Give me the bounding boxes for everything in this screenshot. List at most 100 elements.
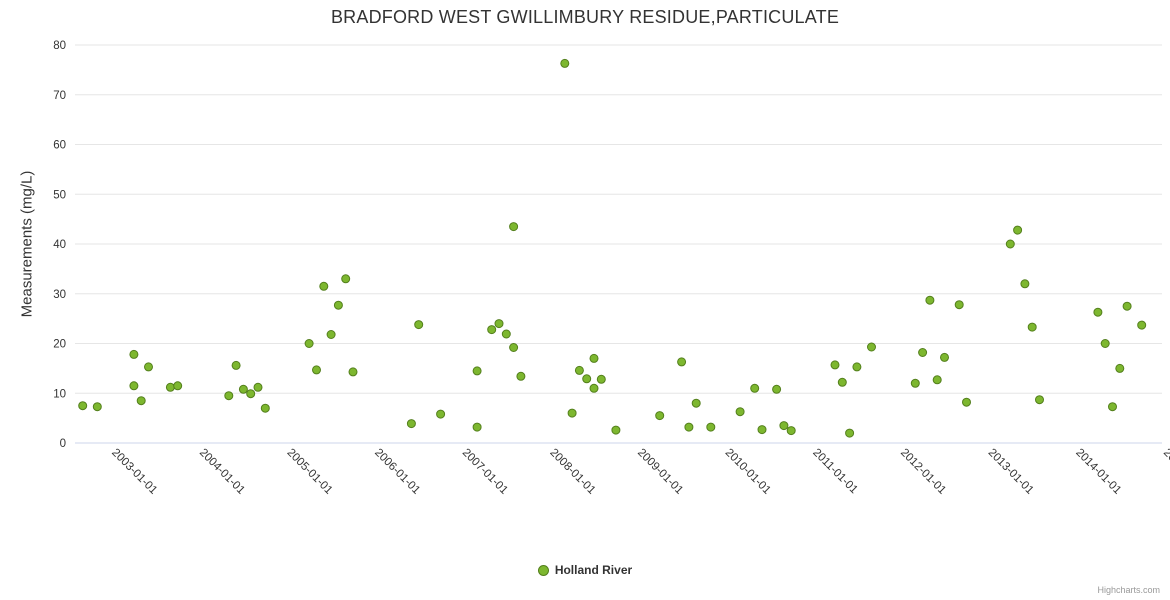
data-point[interactable]	[1115, 363, 1125, 373]
data-point[interactable]	[253, 382, 263, 392]
data-point[interactable]	[786, 426, 796, 436]
data-point[interactable]	[472, 366, 482, 376]
data-point[interactable]	[348, 367, 358, 377]
data-point[interactable]	[494, 319, 504, 329]
data-point[interactable]	[837, 377, 847, 387]
data-point[interactable]	[173, 381, 183, 391]
y-axis-title: Measurements (mg/L)	[18, 170, 36, 318]
data-point[interactable]	[1100, 339, 1110, 348]
data-point[interactable]	[845, 428, 855, 438]
data-point[interactable]	[750, 383, 760, 393]
data-point[interactable]	[1122, 301, 1132, 311]
data-point[interactable]	[589, 383, 599, 393]
data-point[interactable]	[319, 281, 329, 291]
data-point[interactable]	[560, 58, 570, 68]
x-axis-tick-label: 2012-01-01	[898, 447, 948, 497]
data-point[interactable]	[1013, 225, 1023, 235]
data-point[interactable]	[596, 374, 606, 384]
data-point[interactable]	[231, 360, 241, 370]
y-axis-tick-label: 30	[53, 289, 66, 301]
legend-marker-icon	[537, 564, 549, 576]
data-point[interactable]	[509, 222, 519, 232]
data-point[interactable]	[129, 381, 139, 391]
data-point[interactable]	[574, 365, 584, 375]
y-axis-tick-label: 60	[53, 140, 66, 152]
data-point[interactable]	[691, 398, 701, 408]
data-point[interactable]	[954, 300, 964, 310]
data-point[interactable]	[516, 371, 526, 381]
data-point[interactable]	[238, 384, 248, 394]
data-point[interactable]	[224, 391, 234, 401]
data-point[interactable]	[779, 421, 789, 431]
data-point[interactable]	[501, 329, 511, 339]
data-point[interactable]	[341, 274, 351, 284]
data-point[interactable]	[1005, 239, 1015, 249]
legend-item-holland-river[interactable]: Holland River	[537, 563, 633, 577]
data-point[interactable]	[165, 382, 175, 392]
data-point[interactable]	[333, 300, 343, 310]
data-point[interactable]	[706, 422, 716, 432]
x-axis-tick-label: 2013-01-01	[986, 447, 1036, 497]
data-point[interactable]	[589, 353, 599, 363]
y-axis-tick-label: 70	[53, 90, 66, 102]
data-point[interactable]	[757, 425, 767, 435]
y-axis-tick-label: 40	[53, 239, 66, 251]
data-point[interactable]	[487, 325, 497, 335]
x-axis-tick-label: 2009-01-01	[635, 447, 685, 497]
data-point[interactable]	[867, 342, 876, 352]
x-axis-tick-label: 2011-01-01	[810, 447, 859, 496]
x-axis-tick-label: 2003-01-01	[109, 447, 159, 497]
data-point[interactable]	[326, 330, 336, 339]
data-point[interactable]	[406, 419, 416, 429]
y-axis-tick-label: 80	[53, 40, 66, 52]
data-point[interactable]	[136, 396, 146, 406]
data-point[interactable]	[1093, 307, 1103, 317]
x-axis-tick-label: 2005-01-01	[284, 447, 334, 497]
data-point[interactable]	[677, 357, 687, 367]
data-point[interactable]	[852, 362, 862, 372]
y-axis-tick-label: 50	[53, 189, 66, 201]
data-point[interactable]	[414, 320, 424, 330]
chart-title: BRADFORD WEST GWILLIMBURY RESIDUE,PARTIC…	[330, 7, 840, 27]
data-point[interactable]	[772, 384, 782, 394]
data-point[interactable]	[436, 409, 446, 419]
legend: Holland River	[0, 563, 1170, 577]
highcharts-credit-link[interactable]: Highcharts.com	[1097, 585, 1160, 595]
data-point[interactable]	[1027, 322, 1037, 332]
data-point[interactable]	[1020, 279, 1030, 289]
legend-label: Holland River	[554, 563, 633, 577]
x-axis-tick-label: 2006-01-01	[372, 447, 422, 497]
data-point[interactable]	[567, 408, 577, 418]
data-point[interactable]	[78, 401, 88, 411]
data-point[interactable]	[925, 295, 935, 305]
data-point[interactable]	[611, 425, 621, 435]
data-point[interactable]	[735, 407, 745, 417]
data-point[interactable]	[92, 402, 102, 412]
data-point[interactable]	[260, 403, 270, 413]
data-point[interactable]	[655, 411, 665, 421]
x-axis-tick-label: 2007-01-01	[460, 447, 510, 497]
data-point[interactable]	[918, 348, 928, 357]
data-point[interactable]	[582, 374, 592, 384]
x-axis-tick-label: 2014-01-01	[1073, 447, 1123, 497]
data-point[interactable]	[932, 375, 942, 385]
data-point[interactable]	[246, 389, 256, 399]
data-point[interactable]	[940, 352, 949, 362]
data-point[interactable]	[312, 365, 321, 375]
data-point[interactable]	[304, 339, 314, 348]
data-point[interactable]	[830, 360, 840, 370]
data-point[interactable]	[1035, 395, 1044, 405]
data-point[interactable]	[144, 362, 153, 372]
data-point[interactable]	[129, 349, 139, 359]
data-point[interactable]	[1137, 320, 1147, 330]
data-point[interactable]	[472, 422, 482, 432]
data-point[interactable]	[962, 397, 971, 407]
x-axis-tick-label: 2008-01-01	[547, 447, 597, 497]
data-point[interactable]	[910, 378, 920, 388]
y-axis-tick-label: 0	[60, 438, 66, 450]
data-point[interactable]	[509, 343, 519, 352]
data-point[interactable]	[1108, 402, 1117, 412]
data-point[interactable]	[684, 422, 694, 432]
